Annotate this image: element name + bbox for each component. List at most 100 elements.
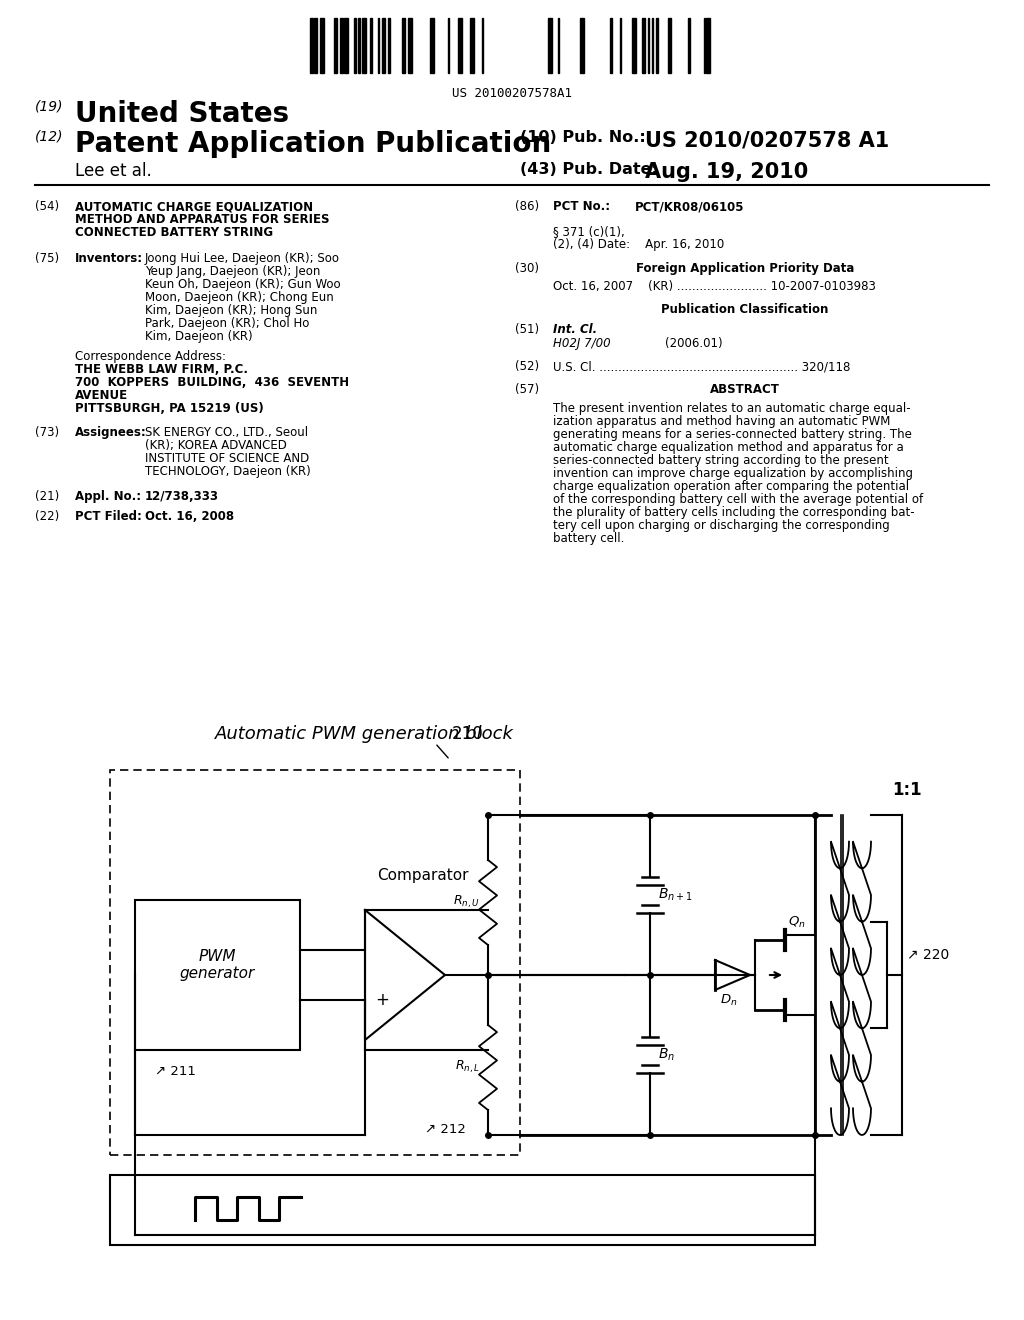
Text: (75): (75) <box>35 252 59 265</box>
Bar <box>632 18 636 73</box>
Text: +: + <box>375 991 389 1008</box>
Bar <box>580 18 584 73</box>
Text: Park, Daejeon (KR); Chol Ho: Park, Daejeon (KR); Chol Ho <box>145 317 309 330</box>
Bar <box>668 18 671 73</box>
Text: (54): (54) <box>35 201 59 213</box>
Bar <box>402 18 406 73</box>
Text: H02J 7/00: H02J 7/00 <box>553 337 610 350</box>
Text: (57): (57) <box>515 383 539 396</box>
Text: Int. Cl.: Int. Cl. <box>553 323 597 337</box>
Bar <box>334 18 337 73</box>
Bar <box>688 18 690 73</box>
Text: 1:1: 1:1 <box>892 781 922 799</box>
Text: (86): (86) <box>515 201 539 213</box>
Bar <box>340 18 343 73</box>
Text: series-connected battery string according to the present: series-connected battery string accordin… <box>553 454 889 467</box>
Text: Appl. No.:: Appl. No.: <box>75 490 141 503</box>
Text: tery cell upon charging or discharging the corresponding: tery cell upon charging or discharging t… <box>553 519 890 532</box>
Text: (KR); KOREA ADVANCED: (KR); KOREA ADVANCED <box>145 440 287 451</box>
Text: Patent Application Publication: Patent Application Publication <box>75 129 551 158</box>
Text: METHOD AND APPARATUS FOR SERIES: METHOD AND APPARATUS FOR SERIES <box>75 213 330 226</box>
Text: AUTOMATIC CHARGE EQUALIZATION: AUTOMATIC CHARGE EQUALIZATION <box>75 201 313 213</box>
Text: $B_n$: $B_n$ <box>658 1047 675 1063</box>
Text: PCT/KR08/06105: PCT/KR08/06105 <box>635 201 744 213</box>
Bar <box>408 18 412 73</box>
Bar <box>314 18 317 73</box>
Text: United States: United States <box>75 100 289 128</box>
Text: TECHNOLOGY, Daejeon (KR): TECHNOLOGY, Daejeon (KR) <box>145 465 310 478</box>
Text: (52): (52) <box>515 360 539 374</box>
Text: AVENUE: AVENUE <box>75 389 128 403</box>
Text: $R_{n,L}$: $R_{n,L}$ <box>455 1059 480 1076</box>
Text: Lee et al.: Lee et al. <box>75 162 152 180</box>
Bar <box>310 18 313 73</box>
Bar <box>610 18 612 73</box>
Text: ABSTRACT: ABSTRACT <box>710 383 780 396</box>
Bar <box>470 18 474 73</box>
Text: battery cell.: battery cell. <box>553 532 625 545</box>
Text: automatic charge equalization method and apparatus for a: automatic charge equalization method and… <box>553 441 904 454</box>
Text: (22): (22) <box>35 510 59 523</box>
Text: PITTSBURGH, PA 15219 (US): PITTSBURGH, PA 15219 (US) <box>75 403 264 414</box>
Text: ↗ 211: ↗ 211 <box>155 1065 196 1078</box>
Text: ↗ 212: ↗ 212 <box>425 1123 466 1137</box>
Bar <box>382 18 385 73</box>
Text: invention can improve charge equalization by accomplishing: invention can improve charge equalizatio… <box>553 467 913 480</box>
Text: Keun Oh, Daejeon (KR); Gun Woo: Keun Oh, Daejeon (KR); Gun Woo <box>145 279 341 290</box>
Text: (73): (73) <box>35 426 59 440</box>
Text: $D_n$: $D_n$ <box>720 993 737 1008</box>
Text: (30): (30) <box>515 261 539 275</box>
Text: Inventors:: Inventors: <box>75 252 143 265</box>
Text: US 20100207578A1: US 20100207578A1 <box>452 87 572 100</box>
Text: (51): (51) <box>515 323 539 337</box>
Text: Comparator: Comparator <box>377 869 469 883</box>
Text: Moon, Daejeon (KR); Chong Eun: Moon, Daejeon (KR); Chong Eun <box>145 290 334 304</box>
Text: SK ENERGY CO., LTD., Seoul: SK ENERGY CO., LTD., Seoul <box>145 426 308 440</box>
Text: (21): (21) <box>35 490 59 503</box>
Text: (2006.01): (2006.01) <box>665 337 723 350</box>
Text: the plurality of battery cells including the corresponding bat-: the plurality of battery cells including… <box>553 506 914 519</box>
Text: Automatic PWM generation block: Automatic PWM generation block <box>215 725 514 743</box>
Text: PCT No.:: PCT No.: <box>553 201 610 213</box>
Bar <box>110 770 520 1155</box>
Text: charge equalization operation after comparing the potential: charge equalization operation after comp… <box>553 480 909 492</box>
Bar <box>110 1175 815 1245</box>
Text: $B_{n+1}$: $B_{n+1}$ <box>658 887 693 903</box>
Bar <box>370 18 372 73</box>
Bar <box>388 18 390 73</box>
Text: generating means for a series-connected battery string. The: generating means for a series-connected … <box>553 428 912 441</box>
Text: The present invention relates to an automatic charge equal-: The present invention relates to an auto… <box>553 403 910 414</box>
Text: $Q_n$: $Q_n$ <box>788 915 806 931</box>
Text: U.S. Cl. ..................................................... 320/118: U.S. Cl. ...............................… <box>553 360 850 374</box>
Text: INSTITUTE OF SCIENCE AND: INSTITUTE OF SCIENCE AND <box>145 451 309 465</box>
Text: Oct. 16, 2008: Oct. 16, 2008 <box>145 510 234 523</box>
Text: Publication Classification: Publication Classification <box>662 304 828 315</box>
Text: Yeup Jang, Daejeon (KR); Jeon: Yeup Jang, Daejeon (KR); Jeon <box>145 265 321 279</box>
Text: Kim, Daejeon (KR): Kim, Daejeon (KR) <box>145 330 253 343</box>
Bar <box>642 18 645 73</box>
Text: Kim, Daejeon (KR); Hong Sun: Kim, Daejeon (KR); Hong Sun <box>145 304 317 317</box>
Text: 700  KOPPERS  BUILDING,  436  SEVENTH: 700 KOPPERS BUILDING, 436 SEVENTH <box>75 376 349 389</box>
Bar <box>362 18 366 73</box>
Bar <box>706 18 710 73</box>
Text: (10) Pub. No.:: (10) Pub. No.: <box>520 129 646 145</box>
Bar <box>358 18 360 73</box>
Text: ization apparatus and method having an automatic PWM: ization apparatus and method having an a… <box>553 414 891 428</box>
Text: Assignees:: Assignees: <box>75 426 146 440</box>
Text: Foreign Application Priority Data: Foreign Application Priority Data <box>636 261 854 275</box>
Text: 210: 210 <box>452 725 483 743</box>
Text: 12/738,333: 12/738,333 <box>145 490 219 503</box>
Bar <box>354 18 356 73</box>
Text: ↗ 220: ↗ 220 <box>907 948 949 962</box>
Text: US 2010/0207578 A1: US 2010/0207578 A1 <box>645 129 889 150</box>
Text: (43) Pub. Date:: (43) Pub. Date: <box>520 162 657 177</box>
Text: (12): (12) <box>35 129 63 144</box>
Text: Joong Hui Lee, Daejeon (KR); Soo: Joong Hui Lee, Daejeon (KR); Soo <box>145 252 340 265</box>
Text: Oct. 16, 2007    (KR) ........................ 10-2007-0103983: Oct. 16, 2007 (KR) .....................… <box>553 280 876 293</box>
Bar <box>430 18 434 73</box>
Bar <box>548 18 552 73</box>
Text: (19): (19) <box>35 100 63 114</box>
Text: THE WEBB LAW FIRM, P.C.: THE WEBB LAW FIRM, P.C. <box>75 363 248 376</box>
Bar <box>458 18 462 73</box>
Text: (2), (4) Date:    Apr. 16, 2010: (2), (4) Date: Apr. 16, 2010 <box>553 238 724 251</box>
